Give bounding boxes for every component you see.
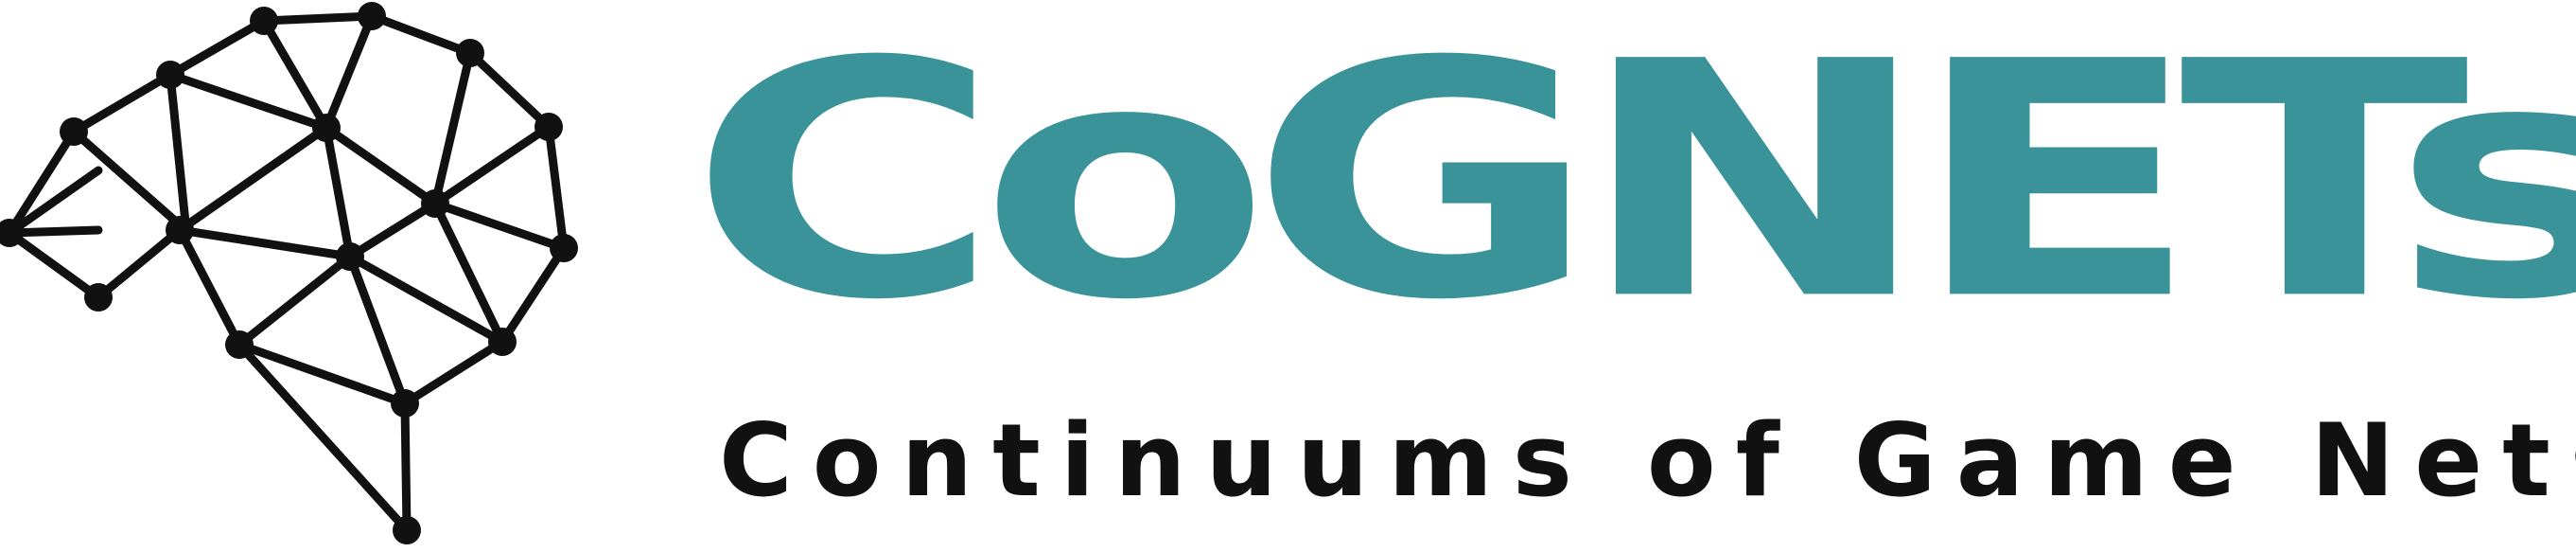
brand-tagline: Continuums of Game Nets <box>719 402 2576 519</box>
neural-brain-network-icon <box>0 2 578 544</box>
brand-wordmark: CoGNETs <box>689 0 2576 371</box>
